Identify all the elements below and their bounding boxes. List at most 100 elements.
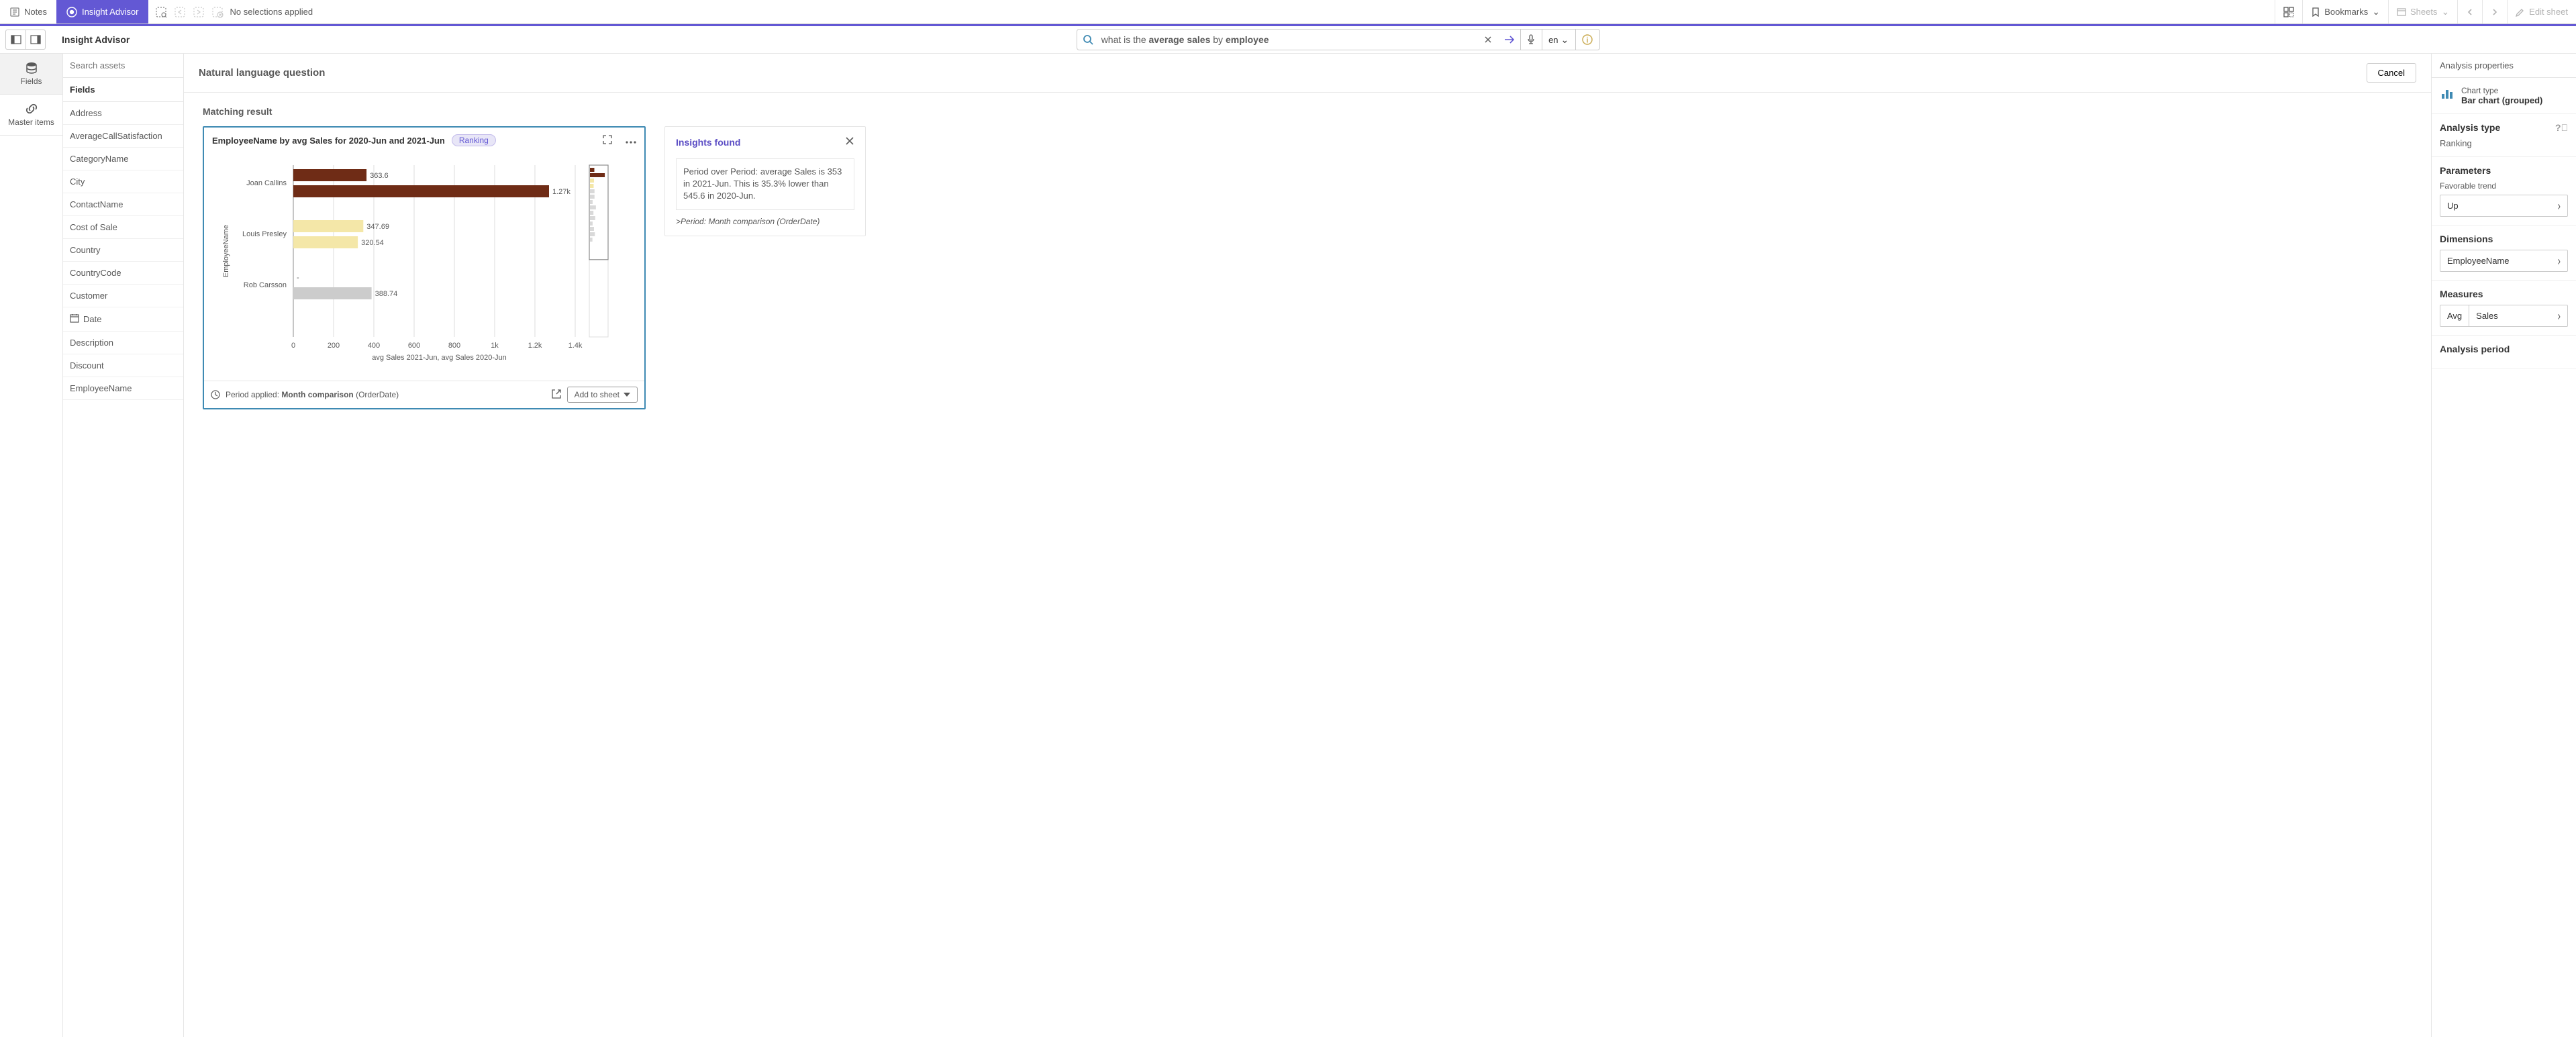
eye-icon	[66, 6, 78, 18]
svg-text:200: 200	[328, 342, 340, 350]
list-item[interactable]: City	[63, 170, 183, 193]
fullscreen-icon[interactable]	[603, 135, 612, 146]
list-item-label: EmployeeName	[70, 383, 132, 393]
svg-text:363.6: 363.6	[370, 172, 389, 180]
list-item[interactable]: AverageCallSatisfaction	[63, 125, 183, 148]
list-item[interactable]: Country	[63, 239, 183, 262]
fav-trend-select[interactable]: Up	[2440, 195, 2568, 217]
analysis-type-section: Analysis type?⃝ Ranking	[2432, 114, 2576, 157]
bookmark-icon	[2311, 7, 2320, 17]
lang-select[interactable]: en	[1542, 30, 1575, 50]
smart-select-icon[interactable]	[155, 6, 167, 18]
add-to-sheet-button[interactable]: Add to sheet	[567, 387, 638, 403]
edit-sheet-label: Edit sheet	[2529, 7, 2568, 17]
main-area: Fields Master items Fields AddressAverag…	[0, 54, 2576, 1037]
measure-field[interactable]: Sales	[2469, 305, 2568, 327]
clear-search-button[interactable]	[1477, 30, 1499, 50]
list-item[interactable]: CountryCode	[63, 262, 183, 285]
chevron-right-icon	[2558, 201, 2561, 211]
measures-section: Measures Avg Sales	[2432, 281, 2576, 336]
hub-button[interactable]	[2275, 0, 2302, 23]
list-item-label: Country	[70, 245, 101, 255]
sheets-icon	[2397, 7, 2406, 17]
search-box: what is the average sales by employee en	[1077, 29, 1600, 50]
measures-label: Measures	[2440, 289, 2568, 299]
notes-icon	[9, 7, 20, 17]
list-item-label: CountryCode	[70, 268, 121, 278]
insights-title: Insights found	[676, 137, 740, 148]
svg-text:347.69: 347.69	[366, 223, 389, 231]
list-item[interactable]: ContactName	[63, 193, 183, 216]
top-toolbar: Notes Insight Advisor No selections appl…	[0, 0, 2576, 24]
svg-text:800: 800	[448, 342, 460, 350]
layout-toggle	[0, 30, 51, 50]
notes-tab[interactable]: Notes	[0, 0, 56, 23]
rail-fields[interactable]: Fields	[0, 54, 62, 94]
svg-text:Rob Carsson: Rob Carsson	[244, 281, 287, 289]
chart-type-label: Chart type	[2461, 86, 2542, 95]
cancel-button[interactable]: Cancel	[2367, 63, 2416, 83]
nlq-bar: Natural language question Cancel	[184, 54, 2431, 92]
dimension-select[interactable]: EmployeeName	[2440, 250, 2568, 272]
svg-text:0: 0	[291, 342, 295, 350]
list-item[interactable]: Customer	[63, 285, 183, 307]
help-icon[interactable]: ?⃝	[2555, 122, 2568, 133]
rail-fields-label: Fields	[20, 77, 42, 86]
list-item[interactable]: Discount	[63, 354, 183, 377]
notes-label: Notes	[24, 7, 47, 17]
insight-advisor-label: Insight Advisor	[82, 7, 139, 17]
insights-note: >Period: Month comparison (OrderDate)	[676, 217, 854, 226]
next-sheet-button[interactable]	[2482, 0, 2507, 23]
no-selections-label: No selections applied	[230, 7, 313, 17]
list-item[interactable]: Address	[63, 102, 183, 125]
svg-text:1.4k: 1.4k	[568, 342, 583, 350]
left-rail: Fields Master items	[0, 54, 63, 1037]
sheets-button[interactable]: Sheets	[2388, 0, 2457, 23]
rail-master[interactable]: Master items	[0, 94, 62, 136]
analysis-properties-panel: Analysis properties Chart type Bar chart…	[2431, 54, 2576, 1037]
search-input[interactable]: what is the average sales by employee	[1099, 34, 1477, 45]
list-item[interactable]: EmployeeName	[63, 377, 183, 400]
chart-type-section: Chart type Bar chart (grouped)	[2432, 78, 2576, 114]
submit-search-button[interactable]	[1499, 30, 1520, 50]
layout-left-button[interactable]	[5, 30, 26, 50]
list-item-label: Customer	[70, 291, 107, 301]
prev-sheet-button[interactable]	[2457, 0, 2482, 23]
page-title: Insight Advisor	[51, 34, 140, 45]
step-fwd-icon[interactable]	[193, 6, 205, 18]
chevron-right-icon	[2558, 311, 2561, 321]
analysis-period-label: Analysis period	[2440, 344, 2568, 354]
layout-right-button[interactable]	[26, 30, 46, 50]
list-item-label: Description	[70, 338, 113, 348]
link-out-icon[interactable]	[551, 389, 562, 401]
selection-toolbar: No selections applied	[148, 6, 2275, 18]
list-item[interactable]: Date	[63, 307, 183, 332]
bookmarks-button[interactable]: Bookmarks	[2302, 0, 2388, 23]
svg-text:1.27k: 1.27k	[552, 188, 571, 196]
close-icon[interactable]	[845, 136, 854, 148]
sub-toolbar: Insight Advisor what is the average sale…	[0, 24, 2576, 54]
center-panel: Natural language question Cancel Matchin…	[184, 54, 2431, 1037]
chart-card: EmployeeName by avg Sales for 2020-Jun a…	[203, 126, 646, 409]
parameters-label: Parameters	[2440, 165, 2568, 176]
insight-advisor-tab[interactable]: Insight Advisor	[56, 0, 148, 23]
list-item[interactable]: CategoryName	[63, 148, 183, 170]
link-icon	[25, 103, 38, 115]
list-item[interactable]: Description	[63, 332, 183, 354]
list-item-label: CategoryName	[70, 154, 128, 164]
search-icon[interactable]	[1077, 30, 1099, 50]
edit-sheet-button[interactable]: Edit sheet	[2507, 0, 2576, 23]
list-item[interactable]: Cost of Sale	[63, 216, 183, 239]
more-icon[interactable]	[626, 136, 636, 146]
mic-button[interactable]	[1520, 30, 1542, 50]
svg-text:1k: 1k	[491, 342, 499, 350]
search-assets-input[interactable]	[63, 54, 183, 78]
measure-agg[interactable]: Avg	[2440, 305, 2469, 327]
bookmarks-label: Bookmarks	[2324, 7, 2368, 17]
step-back-icon[interactable]	[174, 6, 186, 18]
matching-result-title: Matching result	[203, 106, 2412, 117]
info-button[interactable]	[1575, 30, 1599, 50]
toolbar-right: Bookmarks Sheets Edit sheet	[2275, 0, 2576, 23]
measure-select[interactable]: Avg Sales	[2440, 305, 2568, 327]
clear-sel-icon[interactable]	[211, 6, 224, 18]
